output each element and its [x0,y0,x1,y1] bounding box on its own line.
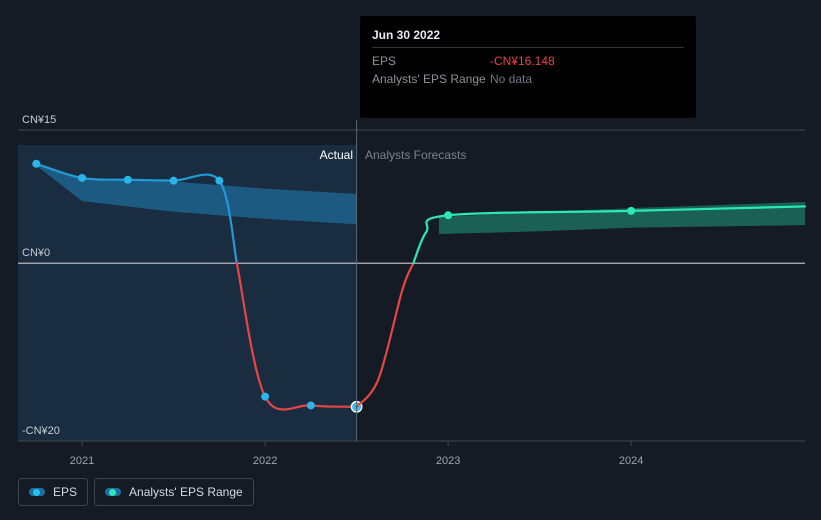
chart-legend: EPS Analysts' EPS Range [18,478,254,506]
x-axis-label: 2023 [436,455,460,467]
tooltip-divider [372,47,684,48]
tooltip-row-range: Analysts' EPS Range No data [372,70,684,88]
x-axis-label: 2022 [253,455,277,467]
legend-item-eps[interactable]: EPS [18,478,88,506]
legend-swatch-range [105,488,121,496]
legend-label: EPS [53,485,77,499]
chart-tooltip: Jun 30 2022 EPS -CN¥16.148 Analysts' EPS… [360,16,696,118]
legend-swatch-eps [29,488,45,496]
legend-label: Analysts' EPS Range [129,485,243,499]
eps-chart: Actual Analysts Forecasts Jun 30 2022 EP… [0,0,821,520]
tooltip-key: Analysts' EPS Range [372,70,490,88]
x-axis-label: 2024 [619,455,643,467]
x-axis-label: 2021 [70,455,94,467]
region-label-actual: Actual [320,148,353,162]
y-axis-label: CN¥0 [22,247,50,259]
tooltip-value: No data [490,70,532,88]
y-axis-label: -CN¥20 [22,425,60,437]
tooltip-date: Jun 30 2022 [372,26,684,44]
tooltip-key: EPS [372,52,490,70]
tooltip-value: -CN¥16.148 [490,52,555,70]
tooltip-row-eps: EPS -CN¥16.148 [372,52,684,70]
legend-item-range[interactable]: Analysts' EPS Range [94,478,254,506]
region-label-forecast: Analysts Forecasts [365,148,466,162]
y-axis-label: CN¥15 [22,114,56,126]
